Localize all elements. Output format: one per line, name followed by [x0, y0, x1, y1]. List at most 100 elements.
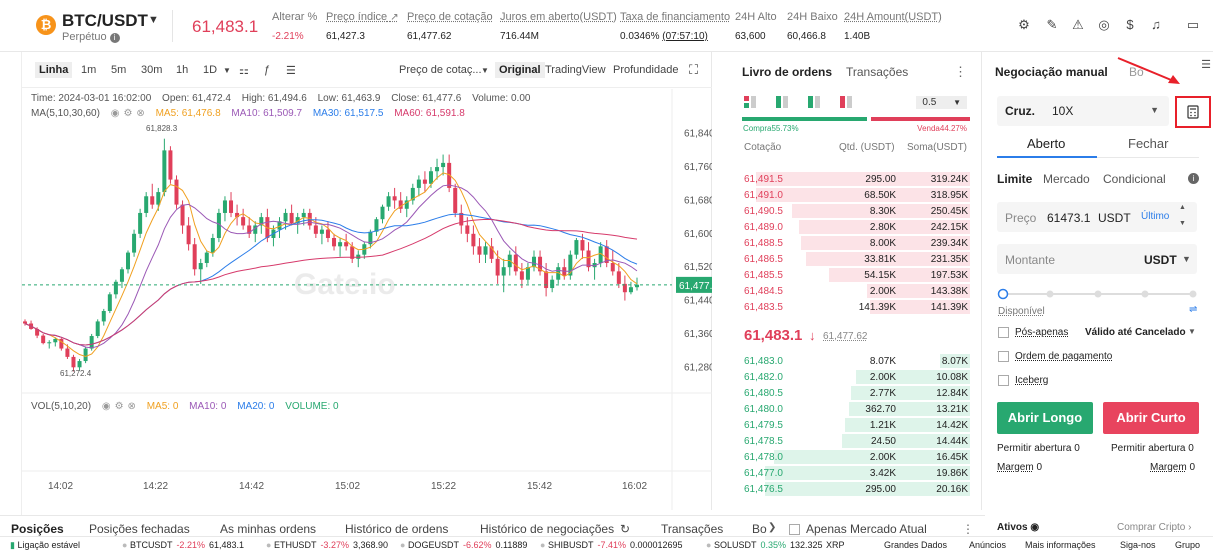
mode-tradingview[interactable]: TradingView — [545, 64, 606, 76]
bid-row[interactable]: 61,482.0 2.00K 10.08K — [742, 369, 970, 385]
row-price[interactable]: 61,484.5 — [744, 286, 783, 297]
iceberg-row[interactable]: Iceberg — [998, 375, 1048, 386]
row-price[interactable]: 61,486.5 — [744, 254, 783, 265]
eye-icon[interactable]: ◉ — [110, 108, 120, 119]
ask-row[interactable]: 61,490.5 8.30K 250.45K — [742, 203, 970, 219]
bid-row[interactable]: 61,479.5 1.21K 14.42K — [742, 417, 970, 433]
ask-row[interactable]: 61,489.0 2.80K 242.15K — [742, 219, 970, 235]
more-vertical-icon[interactable]: ⋮ — [954, 64, 967, 79]
tab-order-book[interactable]: Livro de ordens — [742, 65, 833, 79]
tab-order-history[interactable]: Histórico de ordens — [345, 522, 449, 536]
type-limit[interactable]: Limite — [997, 172, 1033, 186]
view-1d[interactable]: 1D — [203, 64, 218, 76]
price-value[interactable]: 61473.1 — [1047, 211, 1091, 225]
amount-input[interactable]: Montante USDT ▼ — [997, 244, 1197, 274]
stat-index-price[interactable]: Preço índice ↗ 61,427.3 — [326, 11, 399, 42]
tab-closed-positions[interactable]: Posições fechadas — [89, 522, 190, 536]
tab-bots[interactable]: Bo — [752, 522, 767, 536]
ticker-item[interactable]: ● SHIBUSDT -7.41% 0.000012695 — [540, 540, 683, 550]
mode-depth[interactable]: Profundidade — [613, 64, 679, 76]
view-1h[interactable]: 1h — [176, 64, 189, 76]
row-price[interactable]: 61,479.5 — [744, 420, 783, 431]
candle-settings-icon[interactable]: ⚏ — [239, 65, 249, 77]
open-long-button[interactable]: Abrir Longo — [997, 402, 1093, 434]
chevron-down-icon[interactable]: ▼ — [148, 14, 159, 26]
ask-row[interactable]: 61,491.5 295.00 319.24K — [742, 171, 970, 187]
chart-canvas[interactable]: Gate.io 61,840.0 61,760.0 61,680.0 61,600.0 6… — [22, 89, 723, 510]
chevron-down-icon[interactable]: ▼ — [1188, 327, 1196, 336]
tab-positions[interactable]: Posições — [11, 522, 64, 536]
chevron-down-icon[interactable]: ▼ — [1182, 254, 1191, 264]
tab-trade-history[interactable]: Histórico de negociações — [480, 522, 615, 536]
view-line[interactable]: Linha — [35, 62, 73, 78]
stat-open-interest[interactable]: Juros em aberto(USDT) 716.44M — [500, 11, 617, 42]
eye-icon[interactable]: ◉ — [101, 401, 111, 412]
time-in-force-select[interactable]: Válido até Cancelado — [1085, 327, 1186, 338]
link-more-info[interactable]: Mais informações — [1025, 540, 1096, 550]
row-price[interactable]: 61,489.0 — [744, 222, 783, 233]
layout-icon[interactable]: ▭ — [1186, 17, 1200, 32]
mid-index-price[interactable]: 61,477.62 — [823, 331, 868, 342]
row-price[interactable]: 61,478.0 — [744, 452, 783, 463]
amount-slider[interactable] — [997, 287, 1197, 300]
dollar-icon[interactable]: $ — [1126, 17, 1134, 32]
iceberg-checkbox[interactable] — [998, 375, 1009, 386]
margin-mode[interactable]: Cruz. — [1005, 104, 1035, 118]
edit-icon[interactable]: ✎ — [1046, 17, 1058, 32]
ask-row[interactable]: 61,488.5 8.00K 239.34K — [742, 235, 970, 251]
stat-funding-rate[interactable]: Taxa de financiamento 0.0346% (07:57:10) — [620, 11, 730, 42]
bid-row[interactable]: 61,476.5 295.00 20.16K — [742, 481, 970, 497]
book-mode-icons[interactable] — [744, 96, 854, 110]
chevron-down-icon[interactable]: ▼ — [223, 66, 231, 75]
tab-open[interactable]: Aberto — [1027, 136, 1066, 151]
settings-icon[interactable]: ⚙ — [123, 108, 133, 119]
ask-row[interactable]: 61,484.5 2.00K 143.38K — [742, 283, 970, 299]
margin-leverage-select[interactable]: Cruz. 10X ▼ — [997, 96, 1169, 126]
refresh-icon[interactable]: ↻ — [620, 522, 631, 536]
last-price-button[interactable]: Último — [1141, 211, 1170, 222]
menu-lines-icon[interactable]: ☰ — [1201, 59, 1211, 71]
ask-row[interactable]: 61,486.5 33.81K 231.35K — [742, 251, 970, 267]
bid-row[interactable]: 61,477.0 3.42K 19.86K — [742, 465, 970, 481]
bell-icon[interactable]: ♫ — [1151, 17, 1161, 32]
stat-mark-price[interactable]: Preço de cotação 61,477.62 — [407, 11, 493, 42]
type-market[interactable]: Mercado — [1043, 172, 1090, 186]
row-price[interactable]: 61,483.5 — [744, 302, 783, 313]
close-icon[interactable]: ⊗ — [136, 108, 145, 119]
tab-my-orders[interactable]: As minhas ordens — [220, 522, 317, 536]
indicators-icon[interactable]: ƒ — [264, 64, 271, 76]
sliders-icon[interactable]: ⚙ — [1018, 17, 1030, 32]
chevron-right-icon[interactable]: ❯ — [768, 522, 777, 533]
row-price[interactable]: 61,490.5 — [744, 206, 783, 217]
leverage-value[interactable]: 10X — [1052, 104, 1074, 118]
link-big-data[interactable]: Grandes Dados — [884, 540, 948, 550]
chevron-down-icon[interactable]: ▼ — [481, 66, 489, 75]
price-input[interactable]: Preço 61473.1 USDT Último ▲ ▼ — [997, 202, 1197, 232]
price-type-select[interactable]: Preço de cotaç... — [399, 64, 482, 76]
left-collapse-bar[interactable]: ▶ — [0, 0, 22, 552]
row-price[interactable]: 61,480.0 — [744, 404, 783, 415]
info-icon[interactable]: i — [109, 33, 120, 43]
row-price[interactable]: 61,480.5 — [744, 388, 783, 399]
row-price[interactable]: 61,491.0 — [744, 190, 783, 201]
fullscreen-icon[interactable]: ⛶ — [689, 62, 699, 77]
warning-icon[interactable]: ⚠ — [1072, 17, 1084, 32]
row-price[interactable]: 61,482.0 — [744, 372, 783, 383]
tab-transactions[interactable]: Transações — [661, 522, 724, 536]
ticker-item[interactable]: ● DOGEUSDT -6.62% 0.11889 — [400, 540, 527, 550]
menu-lines-icon[interactable]: ☰ — [286, 65, 296, 77]
tab-trades[interactable]: Transações — [846, 65, 909, 79]
ticker-item[interactable]: ● ETHUSDT -3.27% 3,368.90 — [266, 540, 388, 550]
payment-order-checkbox[interactable] — [998, 351, 1009, 362]
settings-icon[interactable]: ⚙ — [114, 401, 124, 412]
only-current-checkbox[interactable] — [789, 524, 800, 536]
stepper-down-icon[interactable]: ▼ — [1179, 220, 1186, 227]
only-current-market[interactable]: Apenas Mercado Atual — [789, 522, 927, 536]
bid-row[interactable]: 61,478.0 2.00K 16.45K — [742, 449, 970, 465]
post-only-row[interactable]: Pós-apenas — [998, 327, 1068, 338]
candlestick-chart[interactable]: Gate.io 61,840.0 61,760.0 61,680.0 61,600.0 6… — [22, 89, 723, 510]
external-link-icon[interactable]: ↗ — [390, 12, 399, 23]
more-vertical-icon[interactable]: ⋮ — [962, 522, 974, 536]
pair-selector[interactable]: BTC/USDT — [62, 11, 148, 30]
ask-row[interactable]: 61,483.5 141.39K 141.39K — [742, 299, 970, 315]
